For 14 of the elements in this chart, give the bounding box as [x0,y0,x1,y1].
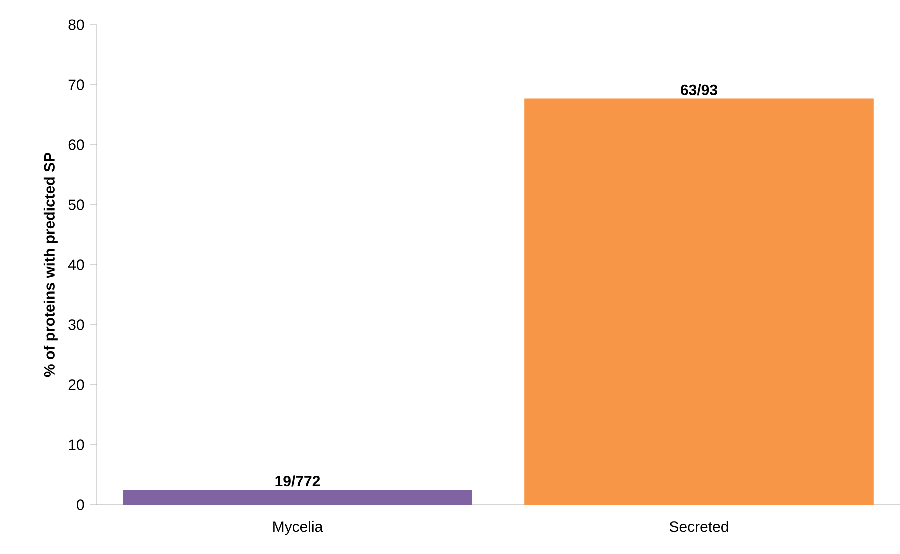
y-tick-label: 50 [68,200,84,210]
x-tick-label: Secreted [670,521,728,532]
x-tick-label: Mycelia [274,521,324,536]
y-tick-label: 20 [68,380,84,390]
data-label: 19/772 [276,476,320,487]
y-tick-label: 40 [68,260,84,270]
y-tick-label: 80 [68,20,84,30]
y-tick-label: 10 [69,440,84,450]
y-axis-title: % of proteins with predicted SP [44,152,58,378]
data-label: 63/93 [681,84,718,96]
y-tick-label: 0 [77,500,84,510]
y-tick-label: 70 [68,80,84,90]
y-tick-label: 60 [68,140,84,150]
y-tick-label: 30 [68,320,84,330]
